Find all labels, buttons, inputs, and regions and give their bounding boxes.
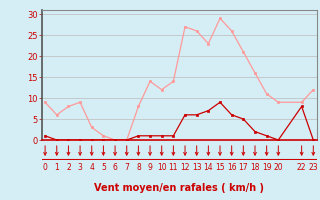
Text: 12: 12 [180, 162, 190, 171]
Text: 10: 10 [157, 162, 166, 171]
Text: 16: 16 [227, 162, 236, 171]
Text: 20: 20 [274, 162, 283, 171]
Text: 9: 9 [148, 162, 153, 171]
Text: 18: 18 [250, 162, 260, 171]
Text: 14: 14 [204, 162, 213, 171]
Text: 1: 1 [54, 162, 59, 171]
Text: 17: 17 [238, 162, 248, 171]
Text: 7: 7 [124, 162, 129, 171]
Text: 4: 4 [89, 162, 94, 171]
Text: 23: 23 [308, 162, 318, 171]
Text: 13: 13 [192, 162, 202, 171]
Text: 11: 11 [169, 162, 178, 171]
Text: 22: 22 [297, 162, 306, 171]
Text: 3: 3 [78, 162, 83, 171]
Text: Vent moyen/en rafales ( km/h ): Vent moyen/en rafales ( km/h ) [94, 183, 264, 193]
Text: 19: 19 [262, 162, 271, 171]
Text: 6: 6 [113, 162, 117, 171]
Text: 8: 8 [136, 162, 141, 171]
Text: 2: 2 [66, 162, 71, 171]
Text: 0: 0 [43, 162, 48, 171]
Text: 15: 15 [215, 162, 225, 171]
Text: 5: 5 [101, 162, 106, 171]
